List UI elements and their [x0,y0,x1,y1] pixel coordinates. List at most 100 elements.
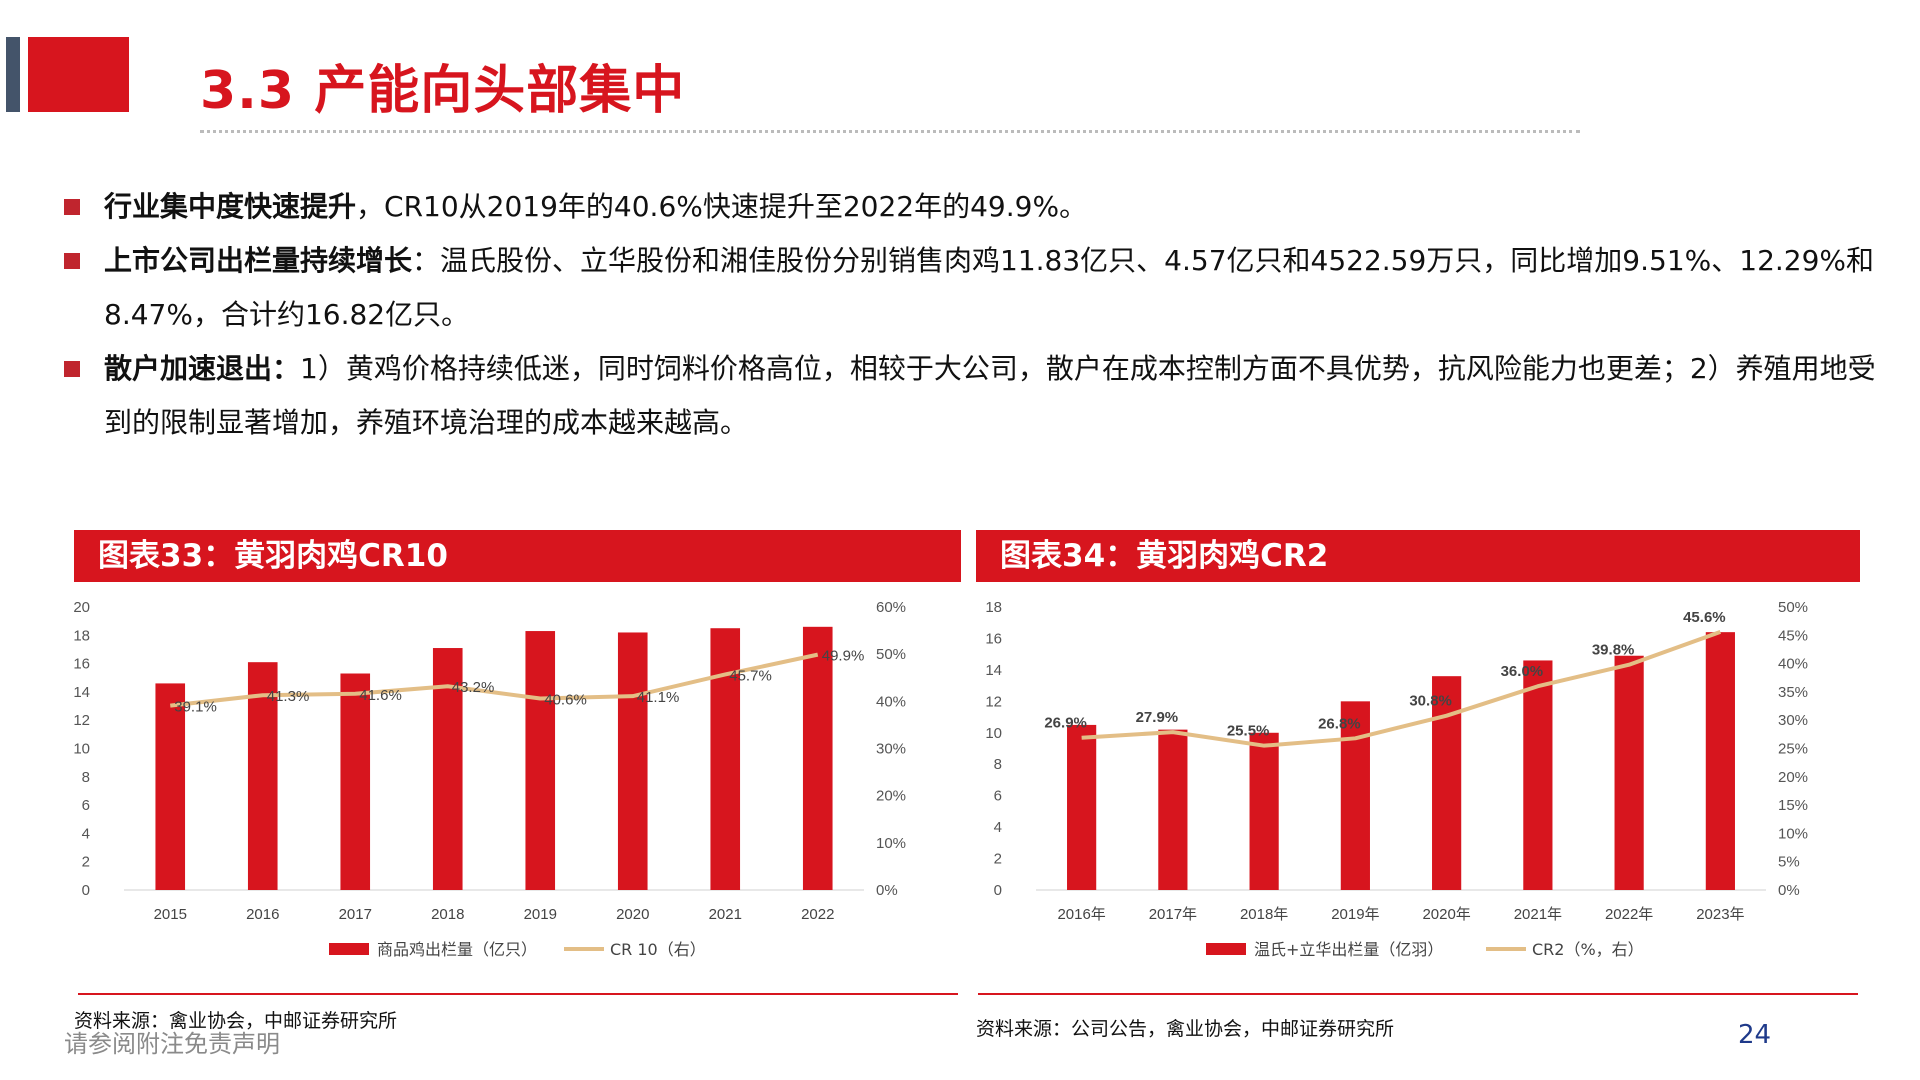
data-label: 43.2% [452,679,495,696]
y-left-tick-label: 14 [74,684,90,701]
legend-bar-swatch [329,943,369,955]
x-tick-label: 2021年 [1514,906,1562,923]
x-tick-label: 2019年 [1331,906,1379,923]
bullet-heading: 行业集中度快速提升 [104,190,357,223]
y-left-tick-label: 6 [82,797,90,814]
data-label: 39.1% [174,699,217,716]
disclaimer: 请参阅附注免责声明 [64,1030,280,1058]
bullet-square-icon [64,361,80,377]
chart-cr2: 0 2 4 6 8 10 12 14 16 18 0% 5% 10% 15% 20% 25% 30% 35% 40%… [985,599,1808,959]
y-right-tick-label: 45% [1778,627,1808,644]
y-left-tick-label: 12 [985,693,1002,710]
data-label: 41.3% [267,688,310,705]
bullet-text: ，CR10从2019年的40.6%快速提升至2022年的49.9%。 [356,190,1088,223]
x-tick-label: 2016 [246,906,279,923]
y-right-tick-label: 10% [1778,825,1808,842]
x-tick-label: 2018年 [1240,906,1288,923]
bar [802,626,833,890]
y-left-tick-label: 0 [994,882,1002,899]
bullet-item: 行业集中度快速提升，CR10从2019年的40.6%快速提升至2022年的49.… [60,180,1890,234]
y-left-tick-label: 12 [74,712,90,729]
title-divider [200,130,1580,133]
y-left-tick-label: 20 [74,599,90,616]
page-number: 24 [1738,1020,1772,1050]
x-tick-label: 2022年 [1605,906,1653,923]
x-tick-label: 2021 [709,906,742,923]
legend-bar-label: 商品鸡出栏量（亿只） [377,940,537,959]
chart-cr2-source: 资料来源：公司公告，禽业协会，中邮证券研究所 [976,1018,1395,1040]
bullet-text: 1）黄鸡价格持续低迷，同时饲料价格高位，相较于大公司，散户在成本控制方面不具优势… [104,352,1876,439]
bullet-text: ：温氏股份、立华股份和湘佳股份分别销售肉鸡11.83亿只、4.57亿只和4522… [104,244,1875,331]
x-tick-label: 2023年 [1696,906,1744,923]
bar [340,673,371,890]
bar [247,662,278,890]
bar [1249,732,1279,890]
page-title: 3.3 产能向头部集中 [200,61,686,121]
y-right-tick-label: 0% [876,882,898,899]
y-right-tick-label: 35% [1778,684,1808,701]
x-tick-label: 2019 [524,906,557,923]
y-left-tick-label: 14 [985,662,1002,679]
bullet-heading: 上市公司出栏量持续增长 [104,244,413,277]
y-right-tick-label: 10% [876,835,906,852]
source-divider [78,993,958,995]
data-label: 26.8% [1318,715,1361,732]
legend-line-label: CR2（%，右） [1532,940,1644,959]
y-left-tick-label: 0 [82,882,90,899]
cr-series-line [170,652,819,708]
source-divider [978,993,1858,995]
legend-line-label: CR 10（右） [610,940,706,959]
y-left-tick-label: 2 [82,854,90,871]
y-left-tick-label: 8 [82,769,90,786]
bar [1705,632,1735,890]
data-label: 39.8% [1592,642,1635,659]
bullet-item: 散户加速退出：1）黄鸡价格持续低迷，同时饲料价格高位，相较于大公司，散户在成本控… [60,342,1890,450]
y-right-tick-label: 20% [876,788,906,805]
bullet-square-icon [64,253,80,269]
chart-cr10: 0 2 4 6 8 10 12 14 16 18 20 0% 10% 20% 30% 40% 50% 60% 201… [74,599,906,959]
data-label: 27.9% [1136,709,1179,726]
bullet-item: 上市公司出栏量持续增长：温氏股份、立华股份和湘佳股份分别销售肉鸡11.83亿只、… [60,234,1890,342]
bar [1523,660,1553,890]
bar [617,632,648,890]
y-left-tick-label: 16 [74,656,90,673]
data-label: 41.1% [637,689,680,706]
y-right-tick-label: 30% [876,741,906,758]
bar [1340,701,1370,890]
bar [155,683,186,890]
bar [1614,655,1644,890]
bullet-list: 行业集中度快速提升，CR10从2019年的40.6%快速提升至2022年的49.… [60,180,1890,450]
y-right-tick-label: 20% [1778,769,1808,786]
data-label: 30.8% [1409,693,1452,710]
title-accent-slate [6,37,20,112]
data-label: 40.6% [544,692,587,709]
y-left-tick-label: 16 [985,630,1002,647]
y-right-tick-label: 40% [1778,656,1808,673]
data-label: 45.6% [1683,609,1726,626]
y-left-tick-label: 10 [74,741,90,758]
data-label: 41.6% [359,687,402,704]
y-left-tick-label: 10 [985,725,1002,742]
x-tick-label: 2020 [616,906,649,923]
x-tick-label: 2022 [801,906,834,923]
y-right-tick-label: 40% [876,693,906,710]
y-left-tick-label: 4 [994,819,1002,836]
y-right-tick-label: 25% [1778,741,1808,758]
y-right-tick-label: 50% [876,646,906,663]
bar [525,631,556,890]
x-tick-label: 2017年 [1149,906,1197,923]
data-label: 26.9% [1044,715,1087,732]
bar [1067,724,1097,890]
data-label: 49.9% [822,648,865,665]
chart-cr10-source: 资料来源：禽业协会，中邮证券研究所 [74,1010,398,1032]
title-accent-red [28,37,129,112]
y-left-tick-label: 18 [74,627,90,644]
y-right-tick-label: 0% [1778,882,1800,899]
x-tick-label: 2016年 [1057,906,1105,923]
x-tick-label: 2018 [431,906,464,923]
y-right-tick-label: 30% [1778,712,1808,729]
y-left-tick-label: 2 [994,851,1002,868]
y-left-tick-label: 8 [994,756,1002,773]
y-right-tick-label: 60% [876,599,906,616]
bar [1158,729,1188,890]
